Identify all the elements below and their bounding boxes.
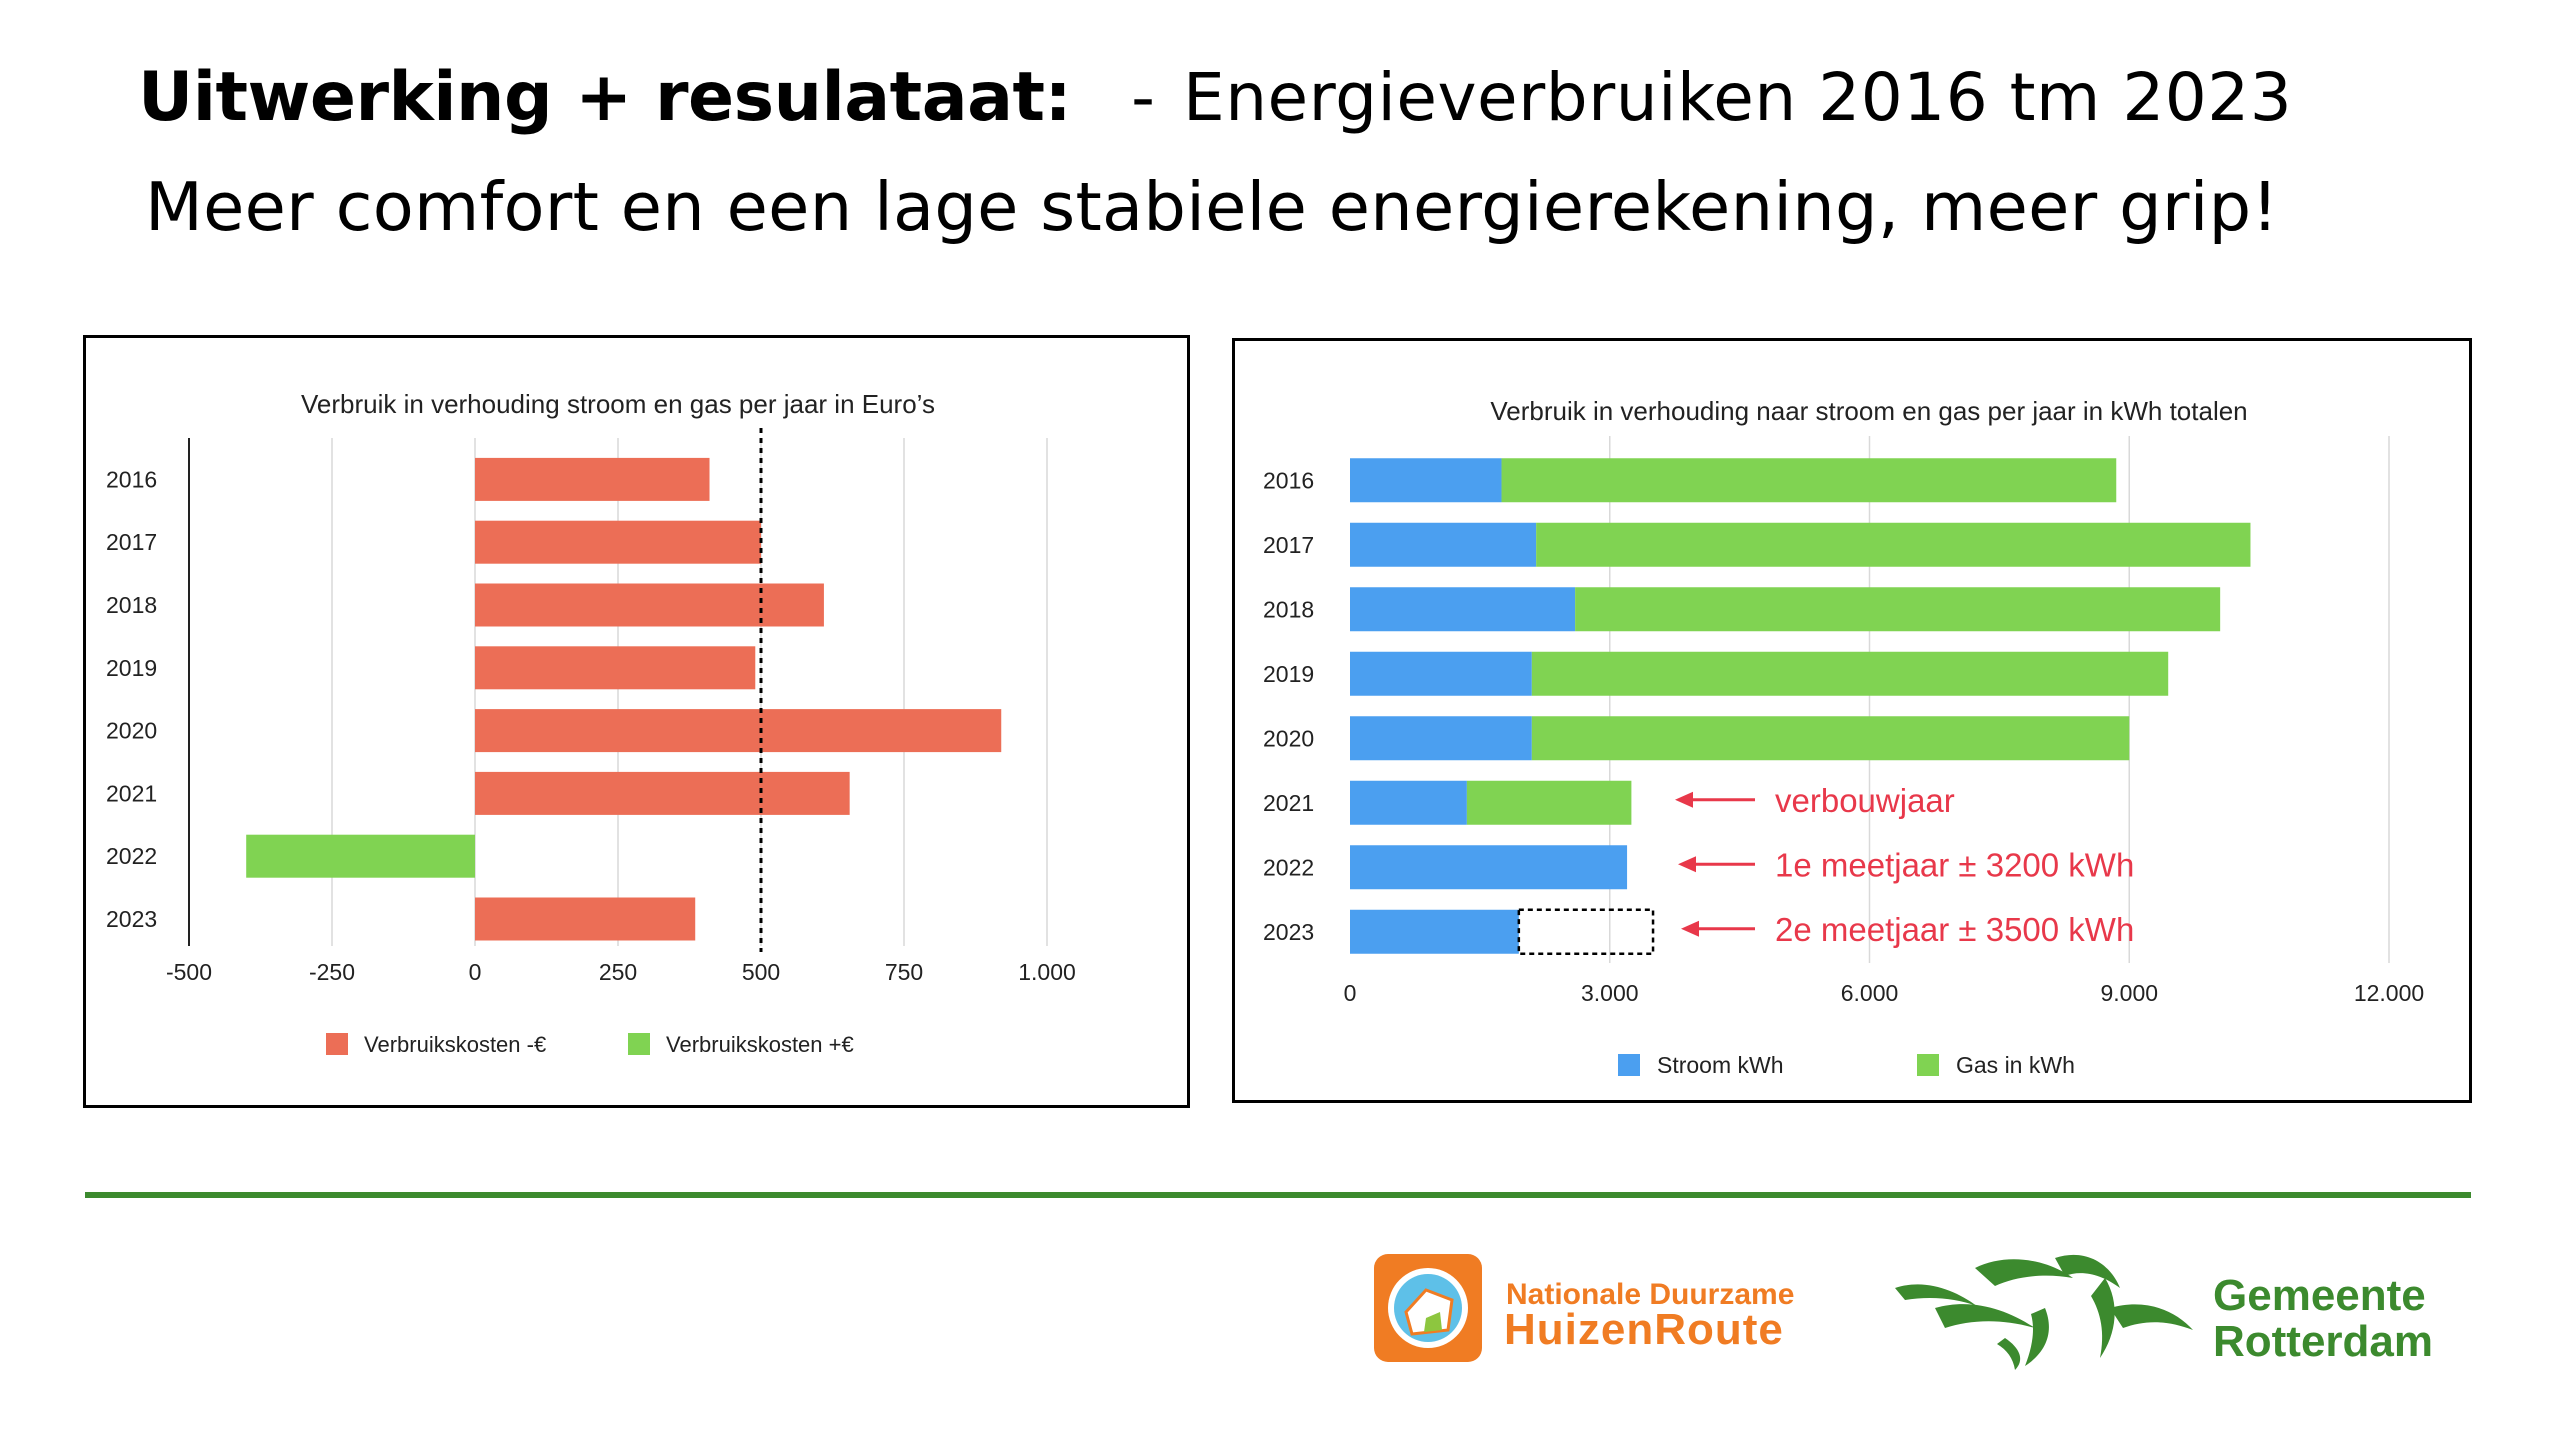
chart-panel-kwh: Verbruik in verhouding naar stroom en ga…: [1232, 338, 2472, 1103]
kwh-legend-label: Stroom kWh: [1657, 1052, 1784, 1078]
kwh-category-label: 2018: [1263, 596, 1314, 622]
kwh-annotation-text: 1e meetjaar ± 3200 kWh: [1775, 846, 2134, 883]
euro-legend-label: Verbruikskosten -€: [364, 1032, 546, 1057]
kwh-x-tick-label: 9.000: [2100, 980, 2158, 1006]
euro-category-label: 2018: [106, 592, 157, 618]
euro-bar: [475, 457, 710, 501]
ndhr-logo-line1: Nationale Duurzame: [1506, 1278, 1794, 1311]
slide-title-dash: -: [1131, 59, 1155, 136]
ndhr-logo-line2: HuizenRoute: [1504, 1305, 1784, 1354]
kwh-category-label: 2019: [1263, 661, 1314, 687]
euro-x-tick-label: 750: [885, 959, 923, 985]
slide-title-bold: Uitwerking + resulataat:: [138, 58, 1072, 137]
kwh-legend-swatch: [1618, 1054, 1640, 1076]
euro-bar: [475, 583, 824, 627]
euro-category-label: 2023: [106, 906, 157, 932]
euro-bar: [475, 771, 850, 815]
euro-legend-label: Verbruikskosten +€: [666, 1032, 854, 1057]
euro-category-label: 2016: [106, 466, 157, 492]
kwh-annotation-arrowhead: [1681, 920, 1699, 937]
kwh-bar: [1350, 716, 1532, 761]
kwh-category-label: 2021: [1263, 790, 1314, 816]
kwh-bar: [1350, 845, 1628, 890]
kwh-category-label: 2022: [1263, 854, 1314, 880]
kwh-x-tick-label: 0: [1344, 980, 1357, 1006]
kwh-annotation-text: verbouwjaar: [1775, 782, 1955, 819]
euro-x-tick-label: 500: [742, 959, 780, 985]
kwh-stacked-bar-chart: Verbruik in verhouding naar stroom en ga…: [1263, 396, 2424, 1078]
euro-legend-swatch: [326, 1033, 348, 1055]
kwh-legend-swatch: [1917, 1054, 1939, 1076]
rotterdam-logo: Gemeente Rotterdam: [1895, 1248, 2495, 1373]
kwh-bar: [1501, 458, 2117, 503]
kwh-bar: [1350, 780, 1467, 825]
kwh-category-label: 2020: [1263, 725, 1314, 751]
kwh-category-label: 2023: [1263, 919, 1314, 945]
kwh-bar: [1536, 522, 2251, 567]
rotterdam-lion-emblem: [1895, 1254, 2193, 1370]
chart-panel-euros: Verbruik in verhouding stroom en gas per…: [83, 335, 1190, 1108]
slide-title-rest: Energieverbruiken 2016 tm 2023: [1183, 59, 2293, 136]
ndhr-logo: Nationale Duurzame HuizenRoute: [1372, 1252, 1842, 1367]
kwh-bar: [1350, 522, 1537, 567]
kwh-legend-label: Gas in kWh: [1956, 1052, 2075, 1078]
euro-category-label: 2017: [106, 529, 157, 555]
kwh-annotation-text: 2e meetjaar ± 3500 kWh: [1775, 911, 2134, 948]
kwh-bar: [1575, 587, 2221, 632]
euro-x-tick-label: -250: [309, 959, 355, 985]
euro-category-label: 2020: [106, 718, 157, 744]
euro-chart-title: Verbruik in verhouding stroom en gas per…: [301, 389, 935, 419]
euro-bar: [475, 709, 1002, 753]
slide-title: Uitwerking + resulataat: - Energieverbru…: [138, 58, 2292, 158]
kwh-bar: [1466, 780, 1632, 825]
kwh-category-label: 2017: [1263, 532, 1314, 558]
kwh-bar: [1531, 716, 2130, 761]
kwh-x-tick-label: 6.000: [1841, 980, 1899, 1006]
kwh-bar: [1350, 458, 1502, 503]
slide-subtitle: Meer comfort en een lage stabiele energi…: [145, 168, 2279, 246]
euro-bar: [246, 834, 475, 878]
euro-bar-chart: Verbruik in verhouding stroom en gas per…: [106, 389, 1076, 1057]
kwh-x-tick-label: 12.000: [2354, 980, 2424, 1006]
kwh-dashed-estimate-box: [1517, 908, 1655, 955]
kwh-bar: [1350, 587, 1576, 632]
rotterdam-logo-line1: Gemeente: [2213, 1271, 2426, 1320]
kwh-annotation-arrowhead: [1678, 856, 1696, 873]
rotterdam-logo-line2: Rotterdam: [2213, 1317, 2433, 1366]
euro-bar: [475, 897, 696, 941]
kwh-bar: [1350, 909, 1519, 954]
euro-x-tick-label: 1.000: [1018, 959, 1076, 985]
euro-x-tick-label: -500: [166, 959, 212, 985]
euro-legend-swatch: [628, 1033, 650, 1055]
euro-bar: [475, 646, 756, 690]
euro-category-label: 2022: [106, 843, 157, 869]
euro-x-tick-label: 250: [599, 959, 637, 985]
kwh-x-tick-label: 3.000: [1581, 980, 1639, 1006]
euro-x-tick-label: 0: [469, 959, 482, 985]
kwh-bar: [1531, 651, 2169, 696]
kwh-bar: [1350, 651, 1532, 696]
kwh-chart-title: Verbruik in verhouding naar stroom en ga…: [1490, 396, 2247, 426]
footer-divider: [85, 1192, 2471, 1198]
euro-category-label: 2019: [106, 655, 157, 681]
euro-category-label: 2021: [106, 780, 157, 806]
kwh-category-label: 2016: [1263, 467, 1314, 493]
kwh-annotation-arrowhead: [1675, 791, 1693, 808]
euro-bar: [475, 520, 761, 564]
